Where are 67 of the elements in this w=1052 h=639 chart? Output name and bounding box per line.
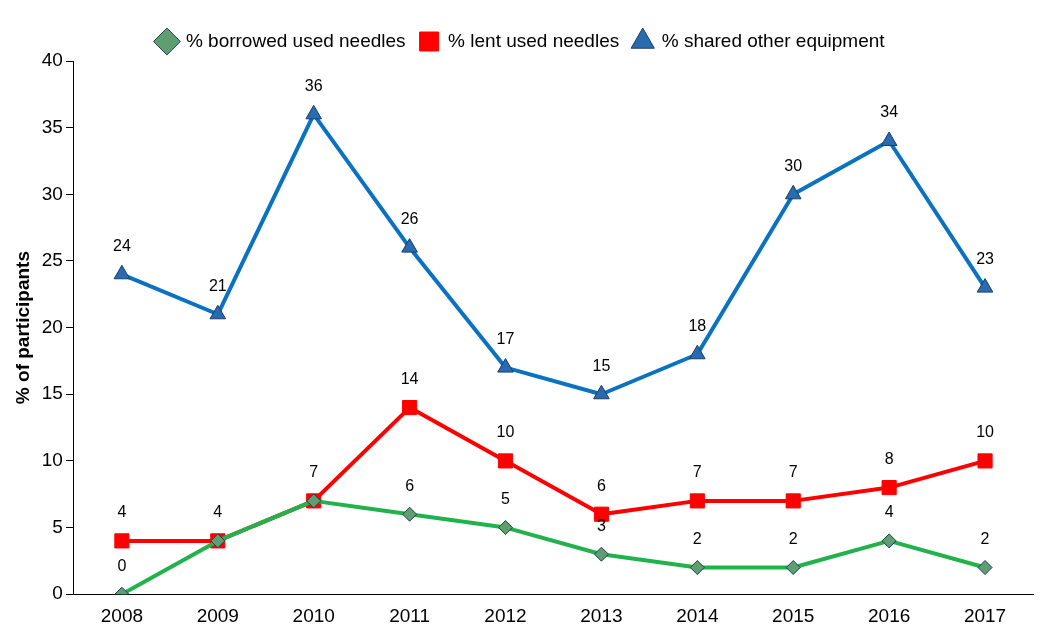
y-tick-label: 5	[52, 515, 63, 537]
y-tick-label: 20	[41, 315, 63, 337]
point	[497, 358, 514, 373]
data-label: 7	[309, 463, 319, 481]
data-label: 30	[784, 156, 803, 174]
x-tick-label: 2010	[292, 604, 335, 626]
data-label: 8	[884, 449, 894, 467]
point	[401, 238, 418, 253]
point	[881, 479, 897, 496]
x-tick-label: 2008	[100, 604, 144, 626]
data-label: 2	[980, 529, 990, 547]
point	[880, 131, 898, 146]
data-label: 18	[688, 316, 707, 334]
y-tick-label: 0	[52, 582, 63, 604]
data-label: 15	[592, 356, 611, 374]
data-label: 4	[884, 503, 894, 521]
point	[209, 304, 227, 320]
legend-label: % shared other equipment	[661, 29, 886, 51]
x-tick-label: 2017	[963, 604, 1007, 626]
data-label: 5	[501, 489, 511, 507]
data-label: 6	[596, 476, 606, 494]
point	[976, 278, 994, 293]
x-tick-label: 2014	[676, 604, 719, 626]
legend-label: % lent used needles	[448, 29, 620, 51]
point	[305, 104, 322, 120]
data-label: 10	[976, 423, 995, 441]
x-tick-label: 2015	[772, 604, 815, 626]
y-tick-label: 15	[41, 382, 63, 404]
data-label: 6	[405, 476, 415, 494]
x-tick-label: 2011	[389, 604, 431, 626]
point	[784, 184, 802, 200]
data-label: 23	[976, 250, 995, 268]
point	[113, 264, 131, 280]
data-label: 7	[692, 463, 702, 481]
data-label: 4	[117, 503, 127, 521]
point	[689, 344, 706, 360]
data-label: 21	[208, 276, 227, 294]
data-label: 7	[788, 463, 798, 481]
point	[497, 453, 514, 469]
x-tick-label: 2016	[868, 604, 911, 626]
data-label: 0	[117, 556, 127, 574]
point	[402, 400, 418, 416]
y-tick-label: 35	[41, 115, 63, 137]
x-tick-label: 2009	[196, 604, 239, 626]
data-label: 2	[788, 529, 798, 547]
data-label: 26	[400, 210, 419, 228]
point	[114, 533, 130, 549]
x-tick-label: 2013	[580, 604, 623, 626]
point	[977, 453, 993, 469]
data-label: 34	[880, 103, 899, 121]
x-tick-label: 2012	[484, 604, 527, 626]
y-tick-label: 10	[41, 449, 63, 471]
point	[785, 493, 801, 509]
legend-label: % borrowed used needles	[185, 29, 406, 51]
data-label: 10	[496, 423, 515, 441]
data-label: 17	[496, 330, 515, 347]
data-label: 36	[304, 76, 323, 94]
point	[689, 493, 705, 509]
y-tick-label: 30	[41, 182, 63, 204]
y-tick-label: 40	[41, 49, 63, 71]
y-tick-label: 25	[41, 249, 63, 271]
point	[593, 384, 610, 400]
y-axis-title: % of participants	[11, 251, 33, 405]
data-label: 14	[400, 369, 419, 387]
data-label: 4	[213, 503, 223, 521]
data-label: 2	[692, 529, 702, 547]
data-label: 24	[112, 236, 131, 254]
